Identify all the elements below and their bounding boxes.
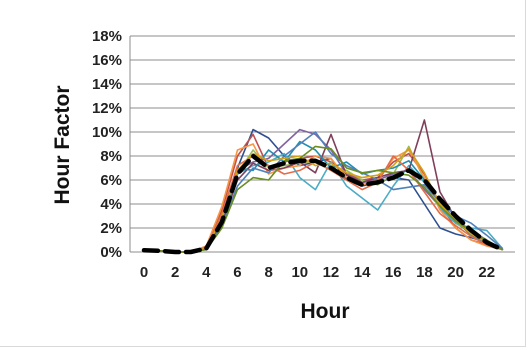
x-tick-label: 10	[291, 264, 308, 281]
y-tick-label: 12%	[92, 100, 122, 117]
x-tick-label: 12	[323, 264, 340, 281]
x-tick-label: 6	[233, 264, 241, 281]
y-tick-label: 8%	[100, 148, 122, 165]
x-tick-label: 22	[478, 264, 495, 281]
series-line	[143, 145, 504, 253]
series-line	[143, 152, 504, 253]
y-axis-title: Hour Factor	[51, 85, 74, 204]
y-tick-labels: 0% 2% 4% 6% 8% 10% 12% 14% 16% 18%	[92, 28, 122, 261]
y-tick-label: 16%	[92, 52, 122, 69]
average-series-line	[141, 153, 505, 255]
x-tick-label: 14	[354, 264, 371, 281]
x-tick-label: 0	[140, 264, 148, 281]
series-lines	[141, 119, 505, 255]
x-tick-label: 2	[171, 264, 179, 281]
x-tick-label: 4	[202, 264, 211, 281]
x-axis-title: Hour	[301, 300, 350, 323]
series-line	[143, 140, 504, 253]
series-line	[143, 131, 504, 253]
y-tick-label: 6%	[100, 172, 122, 189]
series-line	[143, 143, 504, 253]
y-tick-label: 2%	[100, 220, 122, 237]
y-tick-label: 14%	[92, 76, 122, 93]
x-tick-label: 18	[416, 264, 433, 281]
y-tick-label: 18%	[92, 28, 122, 45]
y-tick-label: 4%	[100, 196, 122, 213]
series-line	[143, 119, 504, 253]
x-tick-label: 8	[264, 264, 272, 281]
x-tick-labels: 0 2 4 6 8 10 12 14 16 18 20 22	[140, 264, 495, 281]
y-tick-label: 0%	[100, 244, 122, 261]
x-tick-label: 16	[385, 264, 402, 281]
x-tick-label: 20	[447, 264, 464, 281]
y-tick-label: 10%	[92, 124, 122, 141]
